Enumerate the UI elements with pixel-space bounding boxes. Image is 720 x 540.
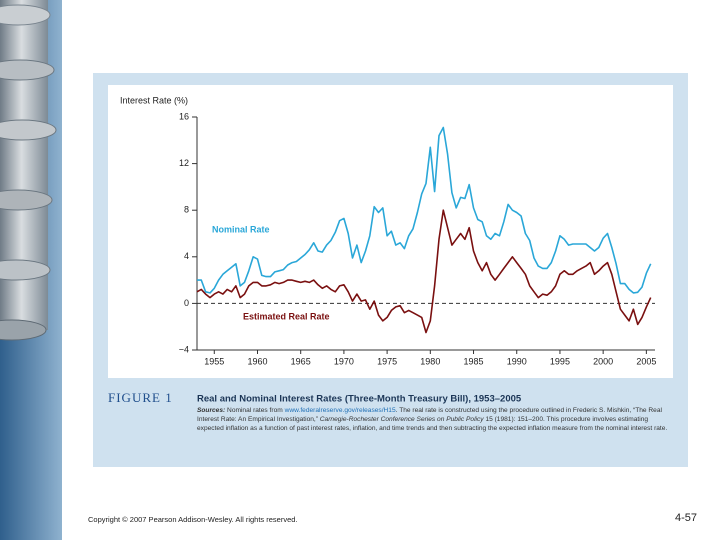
sources-box: Sources: Nominal rates from www.federalr… [197, 406, 675, 433]
sources-label: Sources: [197, 407, 226, 414]
x-tick-label: 1970 [334, 356, 354, 366]
sources-link[interactable]: www.federalreserve.gov/releases/H15 [284, 407, 396, 414]
page-number: 4-57 [675, 512, 697, 524]
y-tick-label: 0 [184, 298, 189, 308]
sources-text: Nominal rates from [225, 407, 285, 414]
x-tick-label: 1960 [247, 356, 267, 366]
figure-number: FIGURE 1 [108, 390, 173, 405]
x-tick-label: 1975 [377, 356, 397, 366]
y-tick-label: 16 [179, 111, 189, 121]
y-axis-label: Interest Rate (%) [120, 95, 188, 105]
series-line [196, 209, 652, 334]
x-tick-label: 1990 [507, 356, 527, 366]
y-tick-label: 4 [184, 251, 189, 261]
copyright: Copyright © 2007 Pearson Addison-Wesley.… [88, 515, 298, 524]
y-tick-label: −4 [179, 344, 189, 354]
y-tick-label: 8 [184, 205, 189, 215]
sources-text: 15 (1981): 151–200. This procedure invol… [197, 416, 668, 432]
annotation: Nominal Rate [212, 224, 270, 234]
x-tick-label: 1985 [464, 356, 484, 366]
sources-text: . The real rate is constructed using the… [197, 407, 662, 423]
figure-title: Real and Nominal Interest Rates (Three-M… [197, 394, 522, 405]
x-tick-label: 1965 [291, 356, 311, 366]
coins-decoration [0, 0, 62, 540]
x-tick-label: 2000 [593, 356, 613, 366]
x-tick-label: 1955 [204, 356, 224, 366]
sources: Sources: Nominal rates from www.federalr… [197, 406, 675, 433]
x-tick-label: 1980 [420, 356, 440, 366]
x-tick-label: 1995 [550, 356, 570, 366]
x-tick-label: 2005 [636, 356, 656, 366]
sources-journal: Carnegie-Rochester Conference Series on … [319, 416, 484, 423]
series-line [197, 126, 652, 294]
annotation: Estimated Real Rate [243, 311, 330, 321]
y-tick-label: 12 [179, 158, 189, 168]
